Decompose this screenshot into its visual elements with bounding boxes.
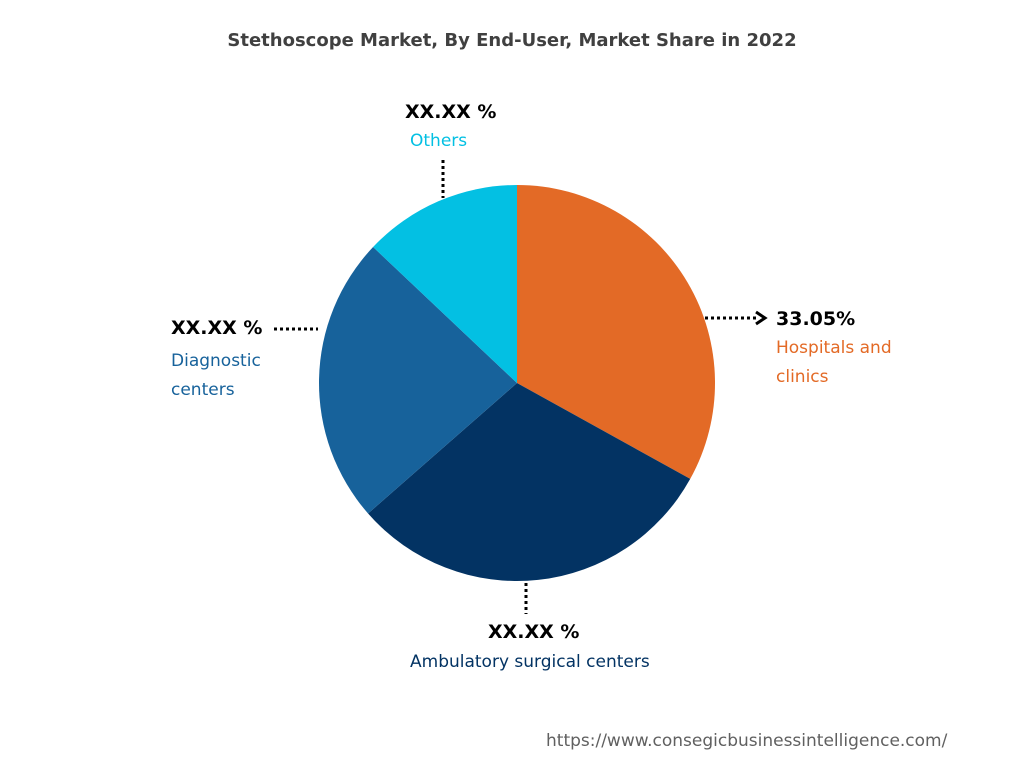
pie-slice-ambulatory bbox=[368, 383, 691, 581]
data-label-hospitals: 33.05% bbox=[776, 308, 856, 330]
source-url: https://www.consegicbusinessintelligence… bbox=[546, 731, 948, 751]
data-label-others: XX.XX % bbox=[405, 101, 497, 123]
category-label-hospitals: Hospitals and clinics bbox=[776, 338, 892, 387]
data-label-ambulatory: XX.XX % bbox=[488, 621, 580, 643]
pie-slice-others bbox=[373, 185, 517, 383]
pie-slice-hospitals bbox=[517, 185, 715, 479]
chart-title: Stethoscope Market, By End-User, Market … bbox=[227, 30, 797, 51]
category-label-ambulatory: Ambulatory surgical centers bbox=[410, 652, 650, 672]
category-label-others: Others bbox=[410, 131, 468, 151]
category-label-diagnostic: Diagnostic centers bbox=[171, 351, 261, 400]
pie-slice-diagnostic bbox=[319, 247, 517, 514]
leader-arrowhead-hospitals bbox=[755, 310, 768, 326]
data-label-diagnostic: XX.XX % bbox=[171, 317, 263, 339]
